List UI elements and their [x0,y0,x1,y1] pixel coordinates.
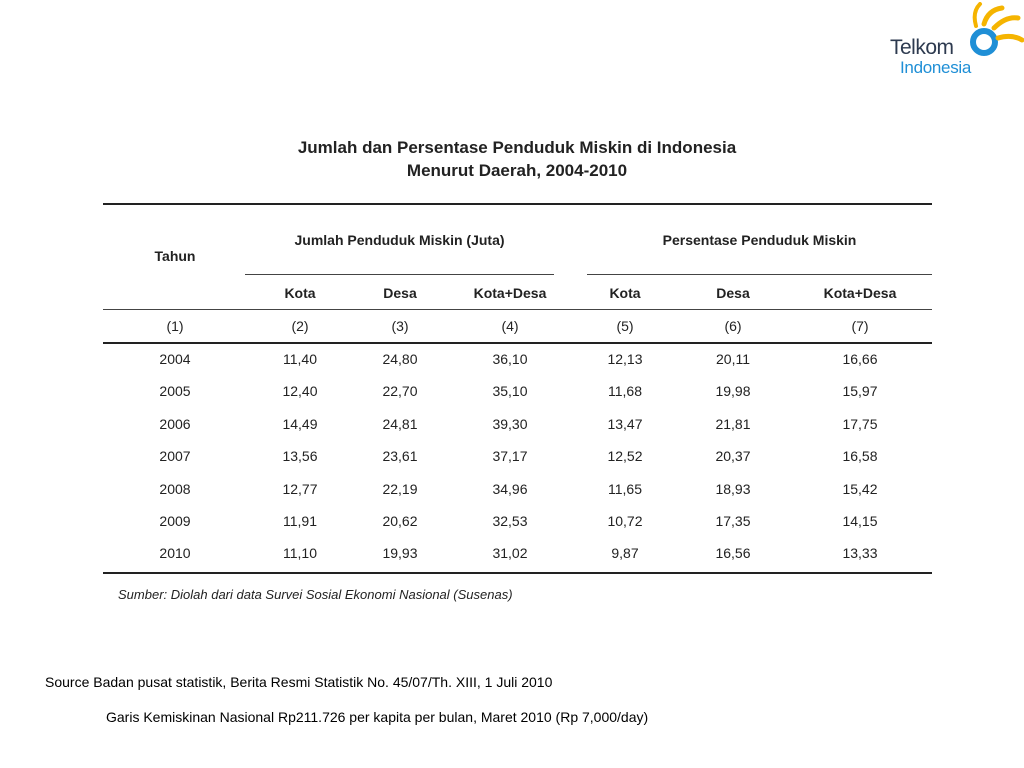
table-cell: 22,19 [382,481,418,497]
footer-poverty-line: Garis Kemiskinan Nasional Rp211.726 per … [106,709,649,725]
table-cell: 39,30 [492,416,528,432]
table-cell: 35,10 [492,383,528,399]
table-cell: 20,11 [716,351,750,367]
table-cell: 31,02 [492,545,528,561]
logo-text-telkom: Telkom [890,36,954,59]
table-cell: 12,40 [282,383,318,399]
table-cell: 15,97 [842,383,878,399]
table-cell: 11,68 [608,383,642,399]
table-cell: 14,15 [842,513,878,529]
row-year: 2007 [159,448,191,464]
subheader-persen-desa: Desa [716,285,750,301]
col-number-6: (6) [724,318,742,334]
col-number-2: (2) [291,318,309,334]
table-cell: 19,98 [715,383,751,399]
table-cell: 9,87 [611,545,639,561]
group2-underline [587,274,932,275]
header-bottom-rule [103,309,932,310]
subheader-jumlah-kota: Kota [284,285,316,301]
table-cell: 17,35 [715,513,751,529]
table-cell: 12,52 [607,448,643,464]
table-cell: 12,77 [282,481,318,497]
table-cell: 13,47 [607,416,643,432]
subheader-persen-kota: Kota [609,285,641,301]
table-cell: 18,93 [715,481,751,497]
sun-swirl-icon [970,2,1024,56]
table-cell: 37,17 [492,448,528,464]
row-year: 2006 [159,416,191,432]
table-cell: 20,62 [382,513,418,529]
row-year: 2010 [159,545,191,561]
col-number-3: (3) [391,318,409,334]
table-top-rule [103,203,932,205]
row-year: 2005 [159,383,191,399]
table-cell: 11,10 [283,545,317,561]
subheader-jumlah-total: Kota+Desa [473,285,547,301]
header-tahun: Tahun [154,248,196,264]
table-title: Jumlah dan Persentase Penduduk Miskin di… [297,138,737,157]
table-cell: 17,75 [842,416,878,432]
table-cell: 23,61 [382,448,418,464]
table-cell: 19,93 [382,545,418,561]
table-source-note: Sumber: Diolah dari data Survei Sosial E… [118,587,513,602]
header-group-jumlah: Jumlah Penduduk Miskin (Juta) [294,232,505,248]
header-group-persentase: Persentase Penduduk Miskin [662,232,857,248]
table-cell: 16,56 [715,545,751,561]
table-cell: 13,56 [282,448,318,464]
table-cell: 36,10 [492,351,528,367]
col-number-1: (1) [166,318,184,334]
row-year: 2004 [159,351,191,367]
col-number-4: (4) [501,318,519,334]
col-number-7: (7) [851,318,869,334]
subheader-persen-total: Kota+Desa [823,285,897,301]
row-year: 2008 [159,481,191,497]
col-number-rule [103,342,932,344]
table-cell: 11,40 [283,351,317,367]
table-cell: 24,80 [382,351,418,367]
table-subtitle: Menurut Daerah, 2004-2010 [406,161,628,180]
table-cell: 16,58 [842,448,878,464]
table-cell: 22,70 [382,383,418,399]
logo-text-indonesia: Indonesia [900,58,972,77]
group1-underline [245,274,554,275]
table-cell: 11,91 [283,513,317,529]
col-number-5: (5) [616,318,634,334]
table-cell: 21,81 [715,416,751,432]
table-cell: 12,13 [607,351,643,367]
table-cell: 13,33 [842,545,878,561]
subheader-jumlah-desa: Desa [383,285,417,301]
table-cell: 11,65 [608,481,642,497]
table-cell: 10,72 [607,513,643,529]
table-cell: 15,42 [842,481,878,497]
table-cell: 32,53 [492,513,528,529]
table-cell: 34,96 [492,481,528,497]
row-year: 2009 [159,513,191,529]
table-cell: 14,49 [282,416,318,432]
footer-source: Source Badan pusat statistik, Berita Res… [45,674,553,690]
telkom-logo: Telkom Indonesia [886,0,1024,86]
table-cell: 24,81 [382,416,418,432]
table-cell: 20,37 [715,448,751,464]
table-bottom-rule [103,572,932,574]
table-cell: 16,66 [842,351,878,367]
